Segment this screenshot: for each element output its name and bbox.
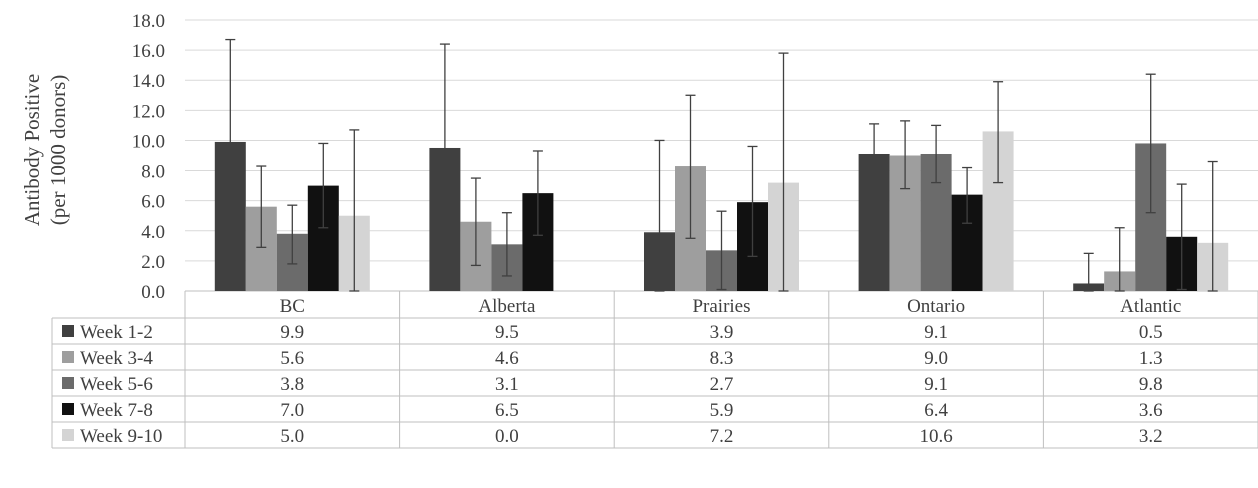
data-table: BC Alberta Prairies Ontario Atlantic Week 1-2…	[51, 291, 1258, 449]
error-bar	[900, 120, 911, 190]
error-bar	[1207, 160, 1218, 292]
y-tick-label: 10.0	[132, 131, 165, 152]
table-cell-value: 0.0	[495, 426, 519, 447]
error-bar	[1083, 252, 1094, 292]
category-label: Ontario	[907, 296, 965, 317]
legend-swatch	[62, 377, 74, 389]
error-bar	[869, 123, 880, 187]
error-bar	[349, 129, 360, 292]
table-cell-value: 0.5	[1139, 322, 1163, 343]
y-axis-ticks: 0.0 2.0 4.0 6.0 8.0 10.0 12.0 14.0 16.0 18.0	[132, 11, 165, 303]
y-tick-label: 0.0	[141, 282, 165, 303]
category-label: Atlantic	[1120, 296, 1181, 317]
table-cell-value: 4.6	[495, 348, 519, 369]
category-label: Prairies	[692, 296, 750, 317]
error-bar	[778, 52, 789, 292]
table-cell-value: 9.9	[280, 322, 304, 343]
table-cell-value: 3.2	[1139, 426, 1163, 447]
error-bar	[1114, 227, 1125, 292]
table-cell-value: 2.7	[710, 374, 734, 395]
error-bars	[225, 38, 1218, 292]
error-bar	[685, 94, 696, 239]
y-axis-label-line2: (per 1000 donors)	[46, 75, 70, 225]
table-cell-value: 3.9	[710, 322, 734, 343]
legend-swatch	[62, 403, 74, 415]
y-axis-label: Antibody Positive (per 1000 donors)	[20, 74, 70, 226]
table-cell-value: 1.3	[1139, 348, 1163, 369]
error-bar	[470, 177, 481, 267]
table-cell-value: 5.0	[280, 426, 304, 447]
table-cell-value: 9.1	[924, 322, 948, 343]
y-tick-label: 4.0	[141, 222, 165, 243]
error-bar	[225, 38, 236, 245]
table-cell-value: 9.0	[924, 348, 948, 369]
error-bar	[931, 124, 942, 184]
legend-label: Week 3-4	[80, 348, 153, 369]
legend-swatch	[62, 429, 74, 441]
legend-label: Week 7-8	[80, 400, 153, 421]
table-cell-value: 7.2	[710, 426, 734, 447]
table-cell-value: 6.5	[495, 400, 519, 421]
legend-label: Week 5-6	[80, 374, 153, 395]
table-cell-value: 7.0	[280, 400, 304, 421]
error-bar	[1176, 183, 1187, 291]
table-cell-value: 8.3	[710, 348, 734, 369]
table-cell-value: 6.4	[924, 400, 948, 421]
error-bar	[318, 142, 329, 229]
y-tick-label: 2.0	[141, 252, 165, 273]
table-cell-value: 9.8	[1139, 374, 1163, 395]
error-bar	[747, 145, 758, 258]
error-bar	[439, 43, 450, 252]
table-cell-value: 5.9	[710, 400, 734, 421]
table-cell-value: 10.6	[919, 426, 952, 447]
table-cell-value: 9.5	[495, 322, 519, 343]
error-bar	[1145, 73, 1156, 214]
table-cell-value: 3.6	[1139, 400, 1163, 421]
error-bar	[532, 150, 543, 236]
error-bar	[654, 139, 665, 292]
y-tick-label: 12.0	[132, 101, 165, 122]
table-cell-value: 5.6	[280, 348, 304, 369]
category-label: BC	[280, 296, 305, 317]
y-tick-label: 16.0	[132, 41, 165, 62]
legend-label: Week 1-2	[80, 322, 153, 343]
legend-swatch	[62, 325, 74, 337]
error-bar	[962, 166, 973, 224]
legend-label: Week 9-10	[80, 426, 162, 447]
y-tick-label: 6.0	[141, 192, 165, 213]
error-bar	[287, 204, 298, 265]
y-tick-label: 8.0	[141, 162, 165, 183]
legend-swatch	[62, 351, 74, 363]
table-cell-value: 3.8	[280, 374, 304, 395]
error-bar	[716, 210, 727, 291]
y-axis-label-line1: Antibody Positive	[20, 74, 44, 226]
y-tick-label: 14.0	[132, 71, 165, 92]
table-cell-value: 3.1	[495, 374, 519, 395]
y-tick-label: 18.0	[132, 11, 165, 32]
error-bar	[993, 81, 1004, 184]
error-bar	[256, 165, 267, 248]
category-label: Alberta	[478, 296, 536, 317]
error-bar	[501, 212, 512, 277]
table-cell-value: 9.1	[924, 374, 948, 395]
